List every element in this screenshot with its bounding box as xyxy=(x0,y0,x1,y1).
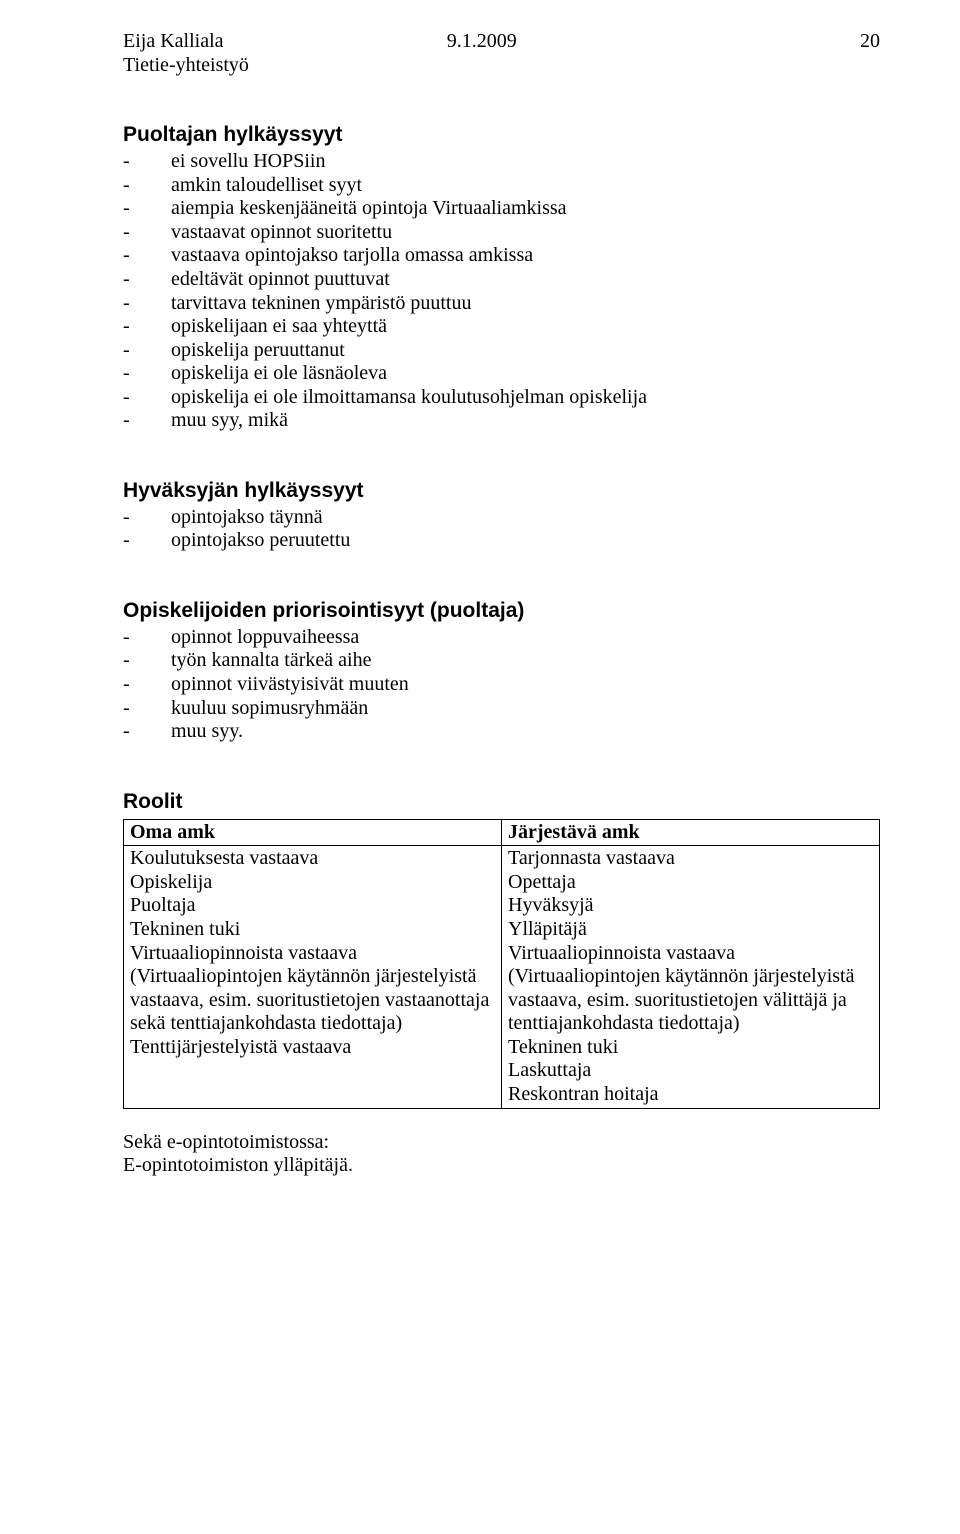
cell-line: Koulutuksesta vastaava xyxy=(130,847,495,871)
list-item-text: kuuluu sopimusryhmään xyxy=(171,697,880,721)
list-item-text: amkin taloudelliset syyt xyxy=(171,174,880,198)
list-item-text: vastaavat opinnot suoritettu xyxy=(171,221,880,245)
section-title-hyvaksyjan: Hyväksyjän hylkäyssyyt xyxy=(123,479,880,504)
cell-line: Tekninen tuki xyxy=(508,1036,873,1060)
cell-line: Tarjonnasta vastaava xyxy=(508,847,873,871)
list-item: -aiempia keskenjääneitä opintoja Virtuaa… xyxy=(123,197,880,221)
list-item: -vastaava opintojakso tarjolla omassa am… xyxy=(123,244,880,268)
cell-line: Virtuaaliopinnoista vastaava (Virtuaalio… xyxy=(130,942,495,1036)
list-item: -amkin taloudelliset syyt xyxy=(123,174,880,198)
list-item-text: opiskelija ei ole ilmoittamansa koulutus… xyxy=(171,386,880,410)
section-title-priorisointi: Opiskelijoiden priorisointisyyt (puoltaj… xyxy=(123,599,880,624)
cell-line: Puoltaja xyxy=(130,894,495,918)
header-author: Eija Kalliala xyxy=(123,30,224,54)
table-cell-right: Tarjonnasta vastaava Opettaja Hyväksyjä … xyxy=(502,846,880,1109)
list-item: -vastaavat opinnot suoritettu xyxy=(123,221,880,245)
page-header: Eija Kalliala 9.1.2009 20 xyxy=(123,30,880,54)
list-item: -opiskelija peruuttanut xyxy=(123,339,880,363)
cell-line: Tenttijärjestelyistä vastaava xyxy=(130,1036,495,1060)
list-item-text: opiskelija ei ole läsnäoleva xyxy=(171,362,880,386)
cell-line: Hyväksyjä xyxy=(508,894,873,918)
section-title-roolit: Roolit xyxy=(123,790,880,815)
list-item: -ei sovellu HOPSiin xyxy=(123,150,880,174)
list-item-text: työn kannalta tärkeä aihe xyxy=(171,649,880,673)
list-item: -muu syy. xyxy=(123,720,880,744)
list-item-text: opiskelija peruuttanut xyxy=(171,339,880,363)
list-item: -muu syy, mikä xyxy=(123,409,880,433)
list-item-text: tarvittava tekninen ympäristö puuttuu xyxy=(171,292,880,316)
header-date: 9.1.2009 xyxy=(447,30,517,54)
list-item: -opinnot loppuvaiheessa xyxy=(123,626,880,650)
table-row: Koulutuksesta vastaava Opiskelija Puolta… xyxy=(124,846,880,1109)
list-item: -opiskelija ei ole ilmoittamansa koulutu… xyxy=(123,386,880,410)
list-hyvaksyjan: -opintojakso täynnä -opintojakso peruute… xyxy=(123,506,880,553)
list-item-text: opintojakso täynnä xyxy=(171,506,880,530)
cell-line: Ylläpitäjä xyxy=(508,918,873,942)
list-item: -tarvittava tekninen ympäristö puuttuu xyxy=(123,292,880,316)
cell-line: Tekninen tuki xyxy=(130,918,495,942)
list-item: -opinnot viivästyisivät muuten xyxy=(123,673,880,697)
table-header-row: Oma amk Järjestävä amk xyxy=(124,819,880,846)
list-item: -kuuluu sopimusryhmään xyxy=(123,697,880,721)
list-item: -edeltävät opinnot puuttuvat xyxy=(123,268,880,292)
list-item: -opintojakso peruutettu xyxy=(123,529,880,553)
list-item-text: muu syy. xyxy=(171,720,880,744)
cell-line: Opettaja xyxy=(508,871,873,895)
list-item-text: opinnot viivästyisivät muuten xyxy=(171,673,880,697)
list-item: -opiskelijaan ei saa yhteyttä xyxy=(123,315,880,339)
footer-line-1: Sekä e-opintotoimistossa: xyxy=(123,1131,880,1155)
list-item-text: opintojakso peruutettu xyxy=(171,529,880,553)
list-item-text: opinnot loppuvaiheessa xyxy=(171,626,880,650)
footer-block: Sekä e-opintotoimistossa: E-opintotoimis… xyxy=(123,1131,880,1178)
list-item-text: aiempia keskenjääneitä opintoja Virtuaal… xyxy=(171,197,880,221)
list-item-text: edeltävät opinnot puuttuvat xyxy=(171,268,880,292)
list-item-text: ei sovellu HOPSiin xyxy=(171,150,880,174)
cell-line: Virtuaaliopinnoista vastaava (Virtuaalio… xyxy=(508,942,873,1036)
header-page-number: 20 xyxy=(860,30,880,54)
table-header-left: Oma amk xyxy=(124,819,502,846)
cell-line: Laskuttaja xyxy=(508,1059,873,1083)
list-item-text: opiskelijaan ei saa yhteyttä xyxy=(171,315,880,339)
list-item: -opintojakso täynnä xyxy=(123,506,880,530)
header-subtitle: Tietie-yhteistyö xyxy=(123,54,880,78)
list-puoltajan: -ei sovellu HOPSiin -amkin taloudelliset… xyxy=(123,150,880,433)
table-header-right: Järjestävä amk xyxy=(502,819,880,846)
section-title-puoltajan: Puoltajan hylkäyssyyt xyxy=(123,123,880,148)
list-item-text: muu syy, mikä xyxy=(171,409,880,433)
list-priorisointi: -opinnot loppuvaiheessa -työn kannalta t… xyxy=(123,626,880,744)
list-item: -opiskelija ei ole läsnäoleva xyxy=(123,362,880,386)
cell-line: Opiskelija xyxy=(130,871,495,895)
roolit-table: Oma amk Järjestävä amk Koulutuksesta vas… xyxy=(123,819,880,1109)
footer-line-2: E-opintotoimiston ylläpitäjä. xyxy=(123,1154,880,1178)
list-item: -työn kannalta tärkeä aihe xyxy=(123,649,880,673)
list-item-text: vastaava opintojakso tarjolla omassa amk… xyxy=(171,244,880,268)
table-cell-left: Koulutuksesta vastaava Opiskelija Puolta… xyxy=(124,846,502,1109)
cell-line: Reskontran hoitaja xyxy=(508,1083,873,1107)
